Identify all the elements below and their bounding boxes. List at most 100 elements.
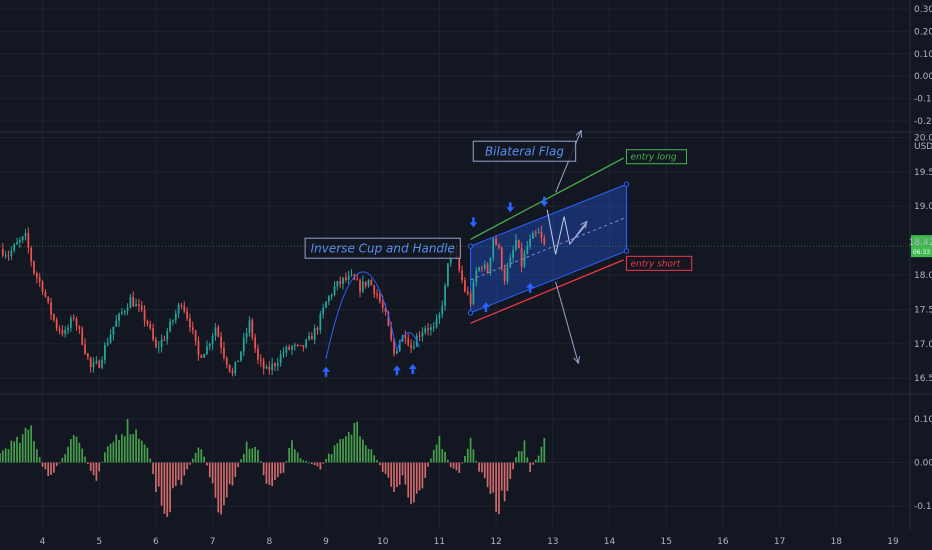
histogram-bar <box>211 462 214 484</box>
histogram-bar <box>276 462 279 478</box>
axes[interactable]: 0.30 0.20 0.10 0.00 -0.10 -0.20 20.00 19.50 19.0… <box>0 5 932 547</box>
x-tick-label[interactable]: 16 <box>717 537 729 547</box>
histogram-bar <box>529 462 531 473</box>
pattern-overlay[interactable] <box>322 129 624 377</box>
candle-body <box>523 253 526 267</box>
histogram-bar <box>339 439 342 463</box>
down-arrow-marker[interactable] <box>506 202 515 213</box>
x-tick-label[interactable]: 6 <box>153 537 159 547</box>
price-y-tick-label: 17.00 <box>914 340 932 350</box>
projection-arrow-line[interactable] <box>569 221 588 245</box>
up-arrow-marker[interactable] <box>481 302 490 313</box>
histogram-bar <box>540 446 543 463</box>
histogram-bar <box>407 462 410 498</box>
histogram-bar <box>390 462 393 487</box>
projection-arrow-head <box>573 356 581 365</box>
inverse-cup-curve[interactable] <box>325 271 398 360</box>
x-tick-label[interactable]: 11 <box>434 537 445 547</box>
channel-handle[interactable] <box>623 181 630 187</box>
histogram-bar <box>75 436 78 463</box>
candle-body <box>121 312 123 314</box>
up-arrow-marker[interactable] <box>526 282 535 293</box>
inverse-cup-annotation[interactable]: Inverse Cup and Handle <box>304 237 461 259</box>
x-tick-label[interactable]: 17 <box>774 537 785 547</box>
candle-body <box>248 320 251 333</box>
histogram-bar <box>452 462 455 469</box>
x-tick-label[interactable]: 15 <box>660 537 671 547</box>
channel-handle[interactable] <box>623 248 630 254</box>
histogram-bar <box>231 462 234 486</box>
x-tick-label[interactable]: 4 <box>40 537 46 547</box>
handle-curve[interactable] <box>396 332 421 351</box>
candle-body <box>44 291 47 297</box>
price-panel[interactable]: Inverse Cup and Handle Bilateral Flag entr… <box>1 129 693 377</box>
x-tick-label[interactable]: 9 <box>323 537 329 547</box>
x-tick-label[interactable]: 12 <box>490 537 501 547</box>
candle-body <box>373 285 376 295</box>
histogram-bar <box>483 462 486 479</box>
histogram-bar <box>503 462 506 502</box>
histogram-bar <box>350 434 353 463</box>
histogram-bar <box>149 458 152 463</box>
last-price-badge[interactable] <box>911 235 932 258</box>
candle-body <box>526 245 529 254</box>
down-arrow-marker[interactable] <box>469 217 478 228</box>
candle-body <box>302 345 305 348</box>
histogram-bar <box>478 462 480 472</box>
candle-body <box>18 240 21 243</box>
histogram-bar <box>160 462 163 506</box>
candle-body <box>191 327 194 331</box>
candle-body <box>55 319 58 329</box>
up-arrow-marker[interactable] <box>322 366 331 377</box>
histogram-bar <box>152 462 154 475</box>
hist-y-tick-label: 0.10 <box>914 415 932 425</box>
candle-body <box>367 279 370 286</box>
histogram-bar <box>155 462 157 493</box>
histogram-bar <box>492 462 495 493</box>
candle-body <box>183 305 186 312</box>
candle-body <box>291 346 293 350</box>
entry-short-label[interactable]: entry short <box>626 255 693 271</box>
channel-handle[interactable] <box>467 310 474 316</box>
histogram-bar <box>313 462 316 466</box>
candle-body <box>478 267 480 271</box>
x-tick-label[interactable]: 7 <box>210 537 216 547</box>
entry-long-label[interactable]: entry long <box>626 149 688 165</box>
entry-short-line[interactable] <box>470 259 624 324</box>
flag-midline <box>470 216 627 281</box>
histogram-bar <box>441 449 444 463</box>
x-tick-label[interactable]: 13 <box>547 537 558 547</box>
price-y-tick-label: 19.50 <box>914 168 932 178</box>
histogram-bar <box>172 462 174 489</box>
histogram-bar <box>336 443 339 463</box>
up-arrow-marker[interactable] <box>392 365 401 376</box>
histogram-bar <box>489 462 492 494</box>
x-tick-label[interactable]: 8 <box>266 537 272 547</box>
up-arrow-marker[interactable] <box>408 363 417 374</box>
candle-body <box>155 339 157 348</box>
x-tick-label[interactable]: 5 <box>96 537 102 547</box>
x-tick-label[interactable]: 19 <box>887 537 899 547</box>
histogram-bar <box>523 440 526 463</box>
x-tick-label[interactable]: 14 <box>604 537 616 547</box>
histogram-bar <box>197 447 200 463</box>
candle-body <box>163 339 166 341</box>
entry-long-line[interactable] <box>470 157 624 240</box>
annotation-layer[interactable]: Inverse Cup and Handle Bilateral Flag entr… <box>304 140 693 271</box>
histogram-bar <box>342 438 344 463</box>
histogram-bar <box>115 434 118 463</box>
candle-body <box>344 277 347 280</box>
x-tick-label[interactable]: 18 <box>831 537 843 547</box>
candle-body <box>378 294 381 302</box>
projection-arrow-line[interactable] <box>555 281 579 364</box>
candle-body <box>35 273 38 278</box>
candle-body <box>512 249 514 258</box>
entry-short-label-text: entry short <box>631 259 681 269</box>
down-arrow-marker[interactable] <box>540 196 549 207</box>
histogram-bar <box>101 461 103 463</box>
channel-handle[interactable] <box>467 243 474 249</box>
bilateral-flag-annotation[interactable]: Bilateral Flag <box>472 140 577 162</box>
x-tick-label[interactable]: 10 <box>377 537 389 547</box>
candle-body <box>387 311 390 327</box>
